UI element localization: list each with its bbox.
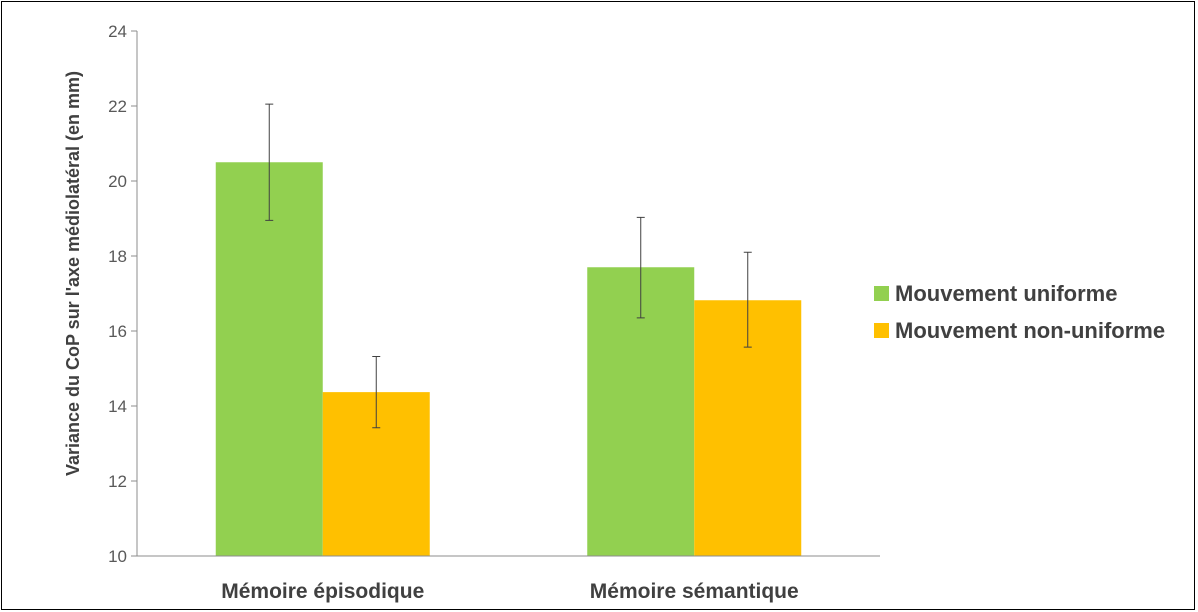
- y-axis-label: Variance du CoP sur l'axe médiolatéral (…: [63, 71, 83, 476]
- y-tick-label: 10: [108, 547, 127, 566]
- bar-uniforme-0: [215, 162, 323, 556]
- legend-swatch: [874, 286, 889, 301]
- legend-label: Mouvement uniforme: [895, 281, 1117, 306]
- y-tick-label: 22: [108, 97, 127, 116]
- x-axis-categories: Mémoire épisodique Mémoire sémantique: [221, 580, 798, 603]
- y-tick-label: 18: [108, 247, 127, 266]
- legend-swatch: [874, 323, 889, 338]
- y-axis-ticks: 10 12 14 16 18 20 22 24: [108, 22, 137, 566]
- legend-label: Mouvement non-uniforme: [895, 318, 1165, 343]
- x-category-label: Mémoire sémantique: [590, 580, 799, 603]
- y-tick-label: 16: [108, 322, 127, 341]
- error-bars: [265, 103, 752, 429]
- y-tick-label: 24: [108, 22, 127, 41]
- y-tick-label: 20: [108, 172, 127, 191]
- y-tick-label: 12: [108, 472, 127, 491]
- x-category-label: Mémoire épisodique: [221, 580, 424, 603]
- y-tick-label: 14: [108, 397, 127, 416]
- bars: [215, 162, 802, 556]
- legend: Mouvement uniforme Mouvement non-uniforme: [874, 281, 1165, 343]
